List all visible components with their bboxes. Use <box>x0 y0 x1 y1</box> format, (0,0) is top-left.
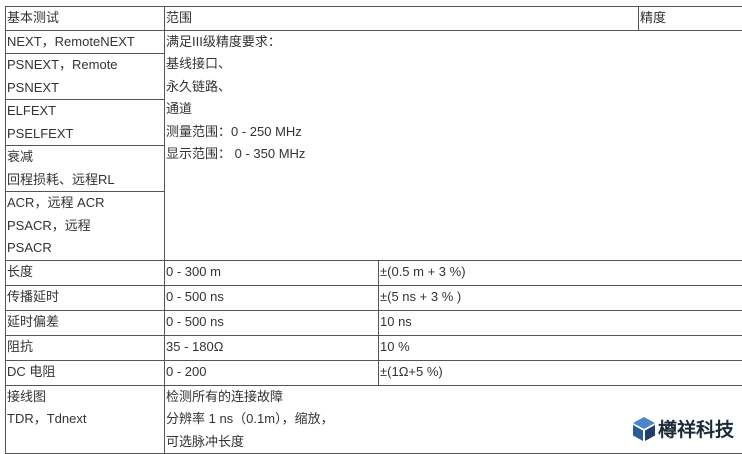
accuracy-value: 10 % <box>379 335 742 360</box>
header-test: 基本测试 <box>6 7 165 31</box>
test-name: 衰减回程损耗、远程RL <box>6 146 165 192</box>
header-range: 范围 <box>165 7 639 31</box>
accuracy-value: 10 ns <box>379 310 742 335</box>
table-row: NEXT，RemoteNEXT 满足III级精度要求： 基线接口、 永久链路、 … <box>6 30 742 54</box>
header-row: 基本测试 范围 精度 <box>6 7 742 31</box>
range-value: 0 - 500 ns <box>165 310 379 335</box>
table-row: DC 电阻 0 - 200 ±(1Ω+5 %) <box>6 360 742 385</box>
watermark-text: 樽祥科技 <box>658 415 734 442</box>
table-row: 阻抗 35 - 180Ω 10 % <box>6 335 742 360</box>
spec-table: 基本测试 范围 精度 NEXT，RemoteNEXT 满足III级精度要求： 基… <box>5 6 742 454</box>
table-row: 长度 0 - 300 m ±(0.5 m + 3 %) <box>6 260 742 285</box>
test-name: NEXT，RemoteNEXT <box>6 30 165 54</box>
range-value: 0 - 500 ns <box>165 285 379 310</box>
accuracy-value: ±(0.5 m + 3 %) <box>379 260 742 285</box>
table-row: 传播延时 0 - 500 ns ±(5 ns + 3 % ) <box>6 285 742 310</box>
test-name: 阻抗 <box>6 335 165 360</box>
test-name: 传播延时 <box>6 285 165 310</box>
range-value: 35 - 180Ω <box>165 335 379 360</box>
header-accuracy: 精度 <box>639 7 742 31</box>
accuracy-value: ±(5 ns + 3 % ) <box>379 285 742 310</box>
test-name: DC 电阻 <box>6 360 165 385</box>
watermark-logo: 樽祥科技 <box>632 415 734 442</box>
crosstalk-range: 满足III级精度要求： 基线接口、 永久链路、 通道 测量范围：0 - 250 … <box>165 30 742 260</box>
logo-cube-icon <box>632 416 656 442</box>
test-name: 长度 <box>6 260 165 285</box>
accuracy-value: ±(1Ω+5 %) <box>379 360 742 385</box>
table-row: 延时偏差 0 - 500 ns 10 ns <box>6 310 742 335</box>
range-value: 0 - 300 m <box>165 260 379 285</box>
test-name: 延时偏差 <box>6 310 165 335</box>
range-value: 0 - 200 <box>165 360 379 385</box>
